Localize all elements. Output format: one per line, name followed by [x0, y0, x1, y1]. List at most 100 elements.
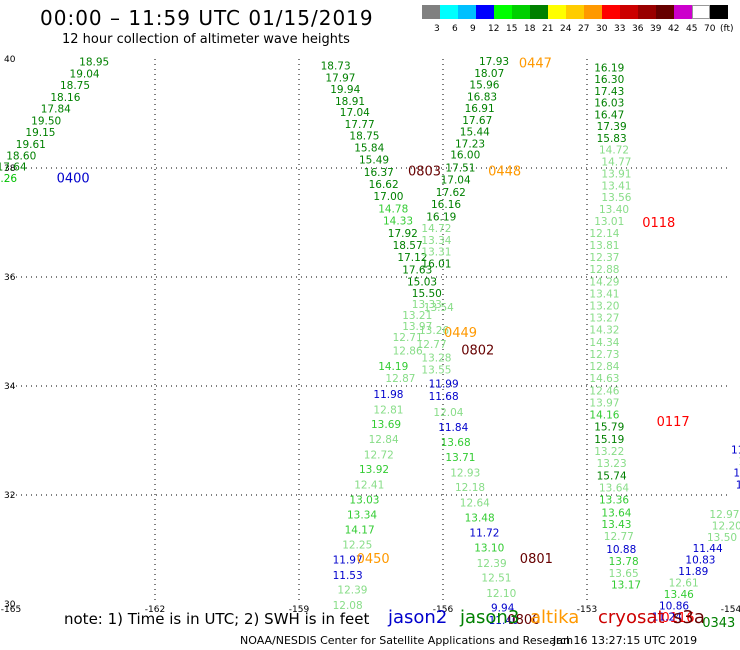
scale-label: 6 [452, 24, 458, 34]
scale-label: 33 [614, 24, 626, 34]
wave-height-label: 17.23 [455, 138, 485, 150]
wave-height-label: 15.79 [594, 422, 624, 434]
scale-swatch [440, 5, 458, 19]
wave-height-label: 14.78 [378, 204, 408, 216]
wave-height-label: 14.34 [589, 337, 619, 349]
wave-height-label: 17.64 [0, 162, 27, 174]
wave-height-label: 13.28 [421, 352, 451, 364]
page-subtitle: 12 hour collection of altimeter wave hei… [62, 32, 350, 47]
pass-time-label: 0117 [657, 415, 690, 430]
pass-time-label: 0118 [642, 216, 675, 231]
wave-height-label: 15.49 [359, 155, 389, 167]
wave-height-label: 13.64 [601, 507, 631, 519]
scale-swatch [494, 5, 512, 19]
scale-swatch [656, 5, 674, 19]
legend-s3a: s3a [673, 607, 705, 628]
wave-height-label: 13.64 [599, 483, 629, 495]
wave-height-label: 17.04 [340, 107, 370, 119]
wave-height-label: 11.44 [693, 543, 723, 555]
scale-swatch [530, 5, 548, 19]
pass-time-label: 0447 [519, 57, 552, 72]
wave-height-label: 17.00 [373, 191, 403, 203]
wave-height-label: 13.41 [589, 289, 619, 301]
wave-height-label: 13.03 [349, 495, 379, 507]
wave-height-label: 16.03 [594, 97, 624, 109]
scale-swatch [674, 5, 692, 19]
wave-height-label: 13.33 [412, 299, 442, 311]
scale-label: 15 [506, 24, 518, 34]
wave-height-label: 13.68 [441, 437, 471, 449]
wave-height-label: 16.91 [465, 103, 495, 115]
wave-height-label: 17.12 [397, 252, 427, 264]
wave-height-label: 15.83 [597, 133, 627, 145]
wave-height-label: 13.54 [424, 302, 454, 314]
scale-swatch [692, 5, 710, 19]
wave-height-label: 12.46 [589, 386, 619, 398]
wave-height-label: 18.16 [50, 92, 80, 104]
wave-height-label: 14.72 [599, 144, 629, 156]
wave-height-label: 10.88 [606, 544, 636, 556]
wave-height-label: 17.84 [41, 103, 71, 115]
wave-height-label: 13.50 [707, 532, 737, 544]
x-tick-label: -156 [433, 605, 454, 615]
wave-height-label: 14.63 [589, 373, 619, 385]
wave-height-label: 13.34 [421, 235, 451, 247]
wave-height-label: 12.77 [417, 339, 447, 351]
wave-height-label: 12.84 [589, 361, 619, 373]
scale-label: 36 [632, 24, 644, 34]
wave-height-label: 11.08 [736, 479, 740, 491]
pass-time-label: 0400 [57, 172, 90, 187]
y-tick-label: 34 [4, 382, 16, 392]
scale-swatch [566, 5, 584, 19]
y-tick-label: 36 [4, 273, 16, 283]
wave-height-label: 12.84 [369, 434, 399, 446]
wave-height-label: 14.29 [589, 277, 619, 289]
wave-height-label: 12.97 [709, 509, 739, 521]
legend-altika: altika [530, 607, 580, 628]
wave-height-label: 13.65 [609, 568, 639, 580]
wave-height-label: 13.71 [445, 452, 475, 464]
wave-height-label: 12.72 [364, 449, 394, 461]
wave-height-label: 14.17 [345, 525, 375, 537]
scale-label: 42 [668, 24, 680, 34]
wave-height-label: 16.00 [450, 150, 480, 162]
wave-height-label: 12.87 [385, 373, 415, 385]
pass-time-label: 0800 [507, 613, 540, 628]
wave-height-label: 10.86 [659, 600, 689, 612]
wave-height-label: 11.89 [678, 566, 708, 578]
wave-height-label: 12.10 [486, 588, 516, 600]
wave-height-label: 16.19 [594, 63, 624, 75]
pass-time-label: 0448 [488, 165, 521, 180]
wave-height-label: 16.01 [421, 259, 451, 271]
wave-height-label: 15.44 [460, 126, 490, 138]
scale-swatch [602, 5, 620, 19]
scale-swatch [512, 5, 530, 19]
scale-swatch [638, 5, 656, 19]
wave-height-label: 13.31 [421, 247, 451, 259]
wave-height-label: 15.74 [597, 471, 627, 483]
scale-label: 12 [488, 24, 500, 34]
wave-height-label: 11.4 [733, 467, 740, 479]
wave-height-label: 13.34 [347, 509, 377, 521]
wave-height-label: 15.03 [407, 277, 437, 289]
wave-height-label: 12.39 [477, 558, 507, 570]
wave-height-label: 13.17 [611, 580, 641, 592]
wave-height-label: 16.62 [369, 179, 399, 191]
wave-height-label: 13.21 [402, 310, 432, 322]
wave-height-label: 17.43 [594, 86, 624, 98]
wave-height-label: 12.39 [337, 585, 367, 597]
wave-height-label: 13.97 [402, 321, 432, 333]
wave-height-label: 17.97 [325, 72, 355, 84]
wave-height-label: 13.23 [597, 458, 627, 470]
x-tick-label: -153 [577, 605, 597, 615]
scale-label: 30 [596, 24, 608, 34]
pass-time-label: 0449 [444, 326, 477, 341]
y-tick-label: 30 [4, 600, 16, 610]
wave-height-label: 14.16 [589, 410, 619, 422]
timestamp: Jan 16 13:27:15 UTC 2019 [553, 634, 698, 647]
pass-time-label: 0343 [702, 616, 735, 631]
wave-height-label: 13.55 [421, 364, 451, 376]
wave-height-label: 19.94 [330, 84, 360, 96]
scale-swatch [458, 5, 476, 19]
wave-height-label: 11.98 [373, 389, 403, 401]
